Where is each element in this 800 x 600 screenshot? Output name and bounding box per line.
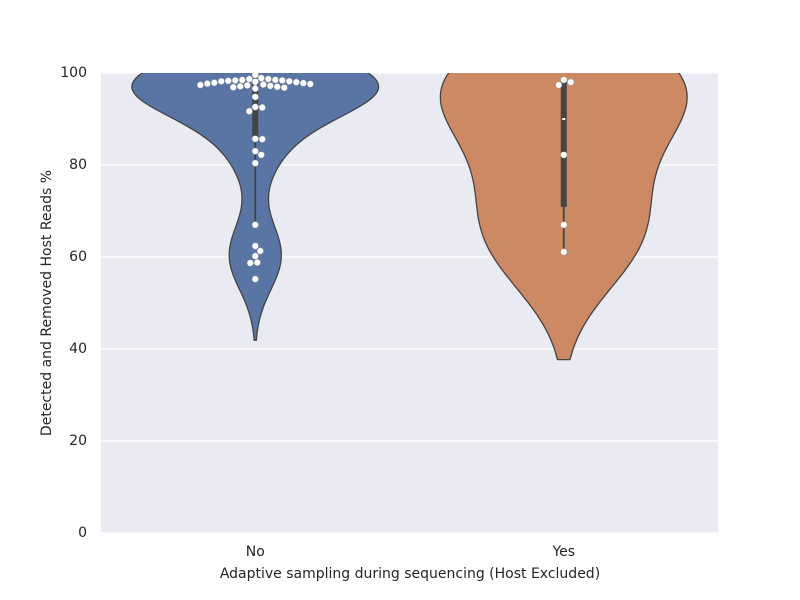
y-tick-label: 100 xyxy=(60,65,87,81)
point xyxy=(560,76,568,84)
point xyxy=(278,77,286,84)
point xyxy=(567,78,575,86)
point xyxy=(299,79,307,87)
point xyxy=(555,81,563,89)
point xyxy=(229,83,237,91)
point xyxy=(258,135,266,143)
point xyxy=(285,77,293,85)
point xyxy=(271,76,279,84)
x-tick-label: Yes xyxy=(551,544,575,560)
point xyxy=(264,75,272,83)
point xyxy=(253,259,261,266)
point xyxy=(266,82,274,90)
point xyxy=(256,247,264,255)
point xyxy=(306,80,314,88)
point xyxy=(259,81,267,88)
point xyxy=(560,221,568,229)
point xyxy=(251,242,259,250)
point xyxy=(258,104,266,111)
point xyxy=(217,77,225,85)
point xyxy=(251,275,259,283)
point xyxy=(238,76,246,84)
point xyxy=(273,83,281,91)
y-tick-label: 80 xyxy=(69,157,87,173)
point xyxy=(560,151,568,159)
x-tick-label: No xyxy=(246,544,265,560)
point xyxy=(257,151,265,159)
point xyxy=(203,80,211,88)
point xyxy=(251,135,259,143)
point xyxy=(231,77,239,84)
point xyxy=(246,259,254,267)
point xyxy=(560,248,568,256)
point xyxy=(251,252,259,260)
y-tick-label: 20 xyxy=(69,433,87,449)
point xyxy=(243,82,251,89)
point xyxy=(196,81,204,89)
point xyxy=(251,73,259,79)
point xyxy=(251,159,259,167)
point xyxy=(251,93,259,101)
labels: 0 20 40 60 80 100 No Yes xyxy=(60,65,575,560)
y-tick-label: 40 xyxy=(69,341,87,357)
point xyxy=(257,74,265,82)
point xyxy=(224,77,232,85)
y-tick-label: 0 xyxy=(78,525,87,541)
point xyxy=(251,85,259,93)
point xyxy=(251,221,259,229)
point xyxy=(251,78,259,86)
plot-content xyxy=(131,73,688,361)
point xyxy=(245,75,253,83)
point xyxy=(280,84,288,92)
point xyxy=(245,107,253,115)
point xyxy=(236,82,244,90)
x-axis-title: Adaptive sampling during sequencing (Hos… xyxy=(220,566,600,582)
point xyxy=(251,147,259,155)
y-tick-label: 60 xyxy=(69,249,87,265)
y-axis-title: Detected and Removed Host Reads % xyxy=(39,170,55,436)
point xyxy=(210,79,218,87)
point xyxy=(292,78,300,86)
point xyxy=(251,103,259,111)
